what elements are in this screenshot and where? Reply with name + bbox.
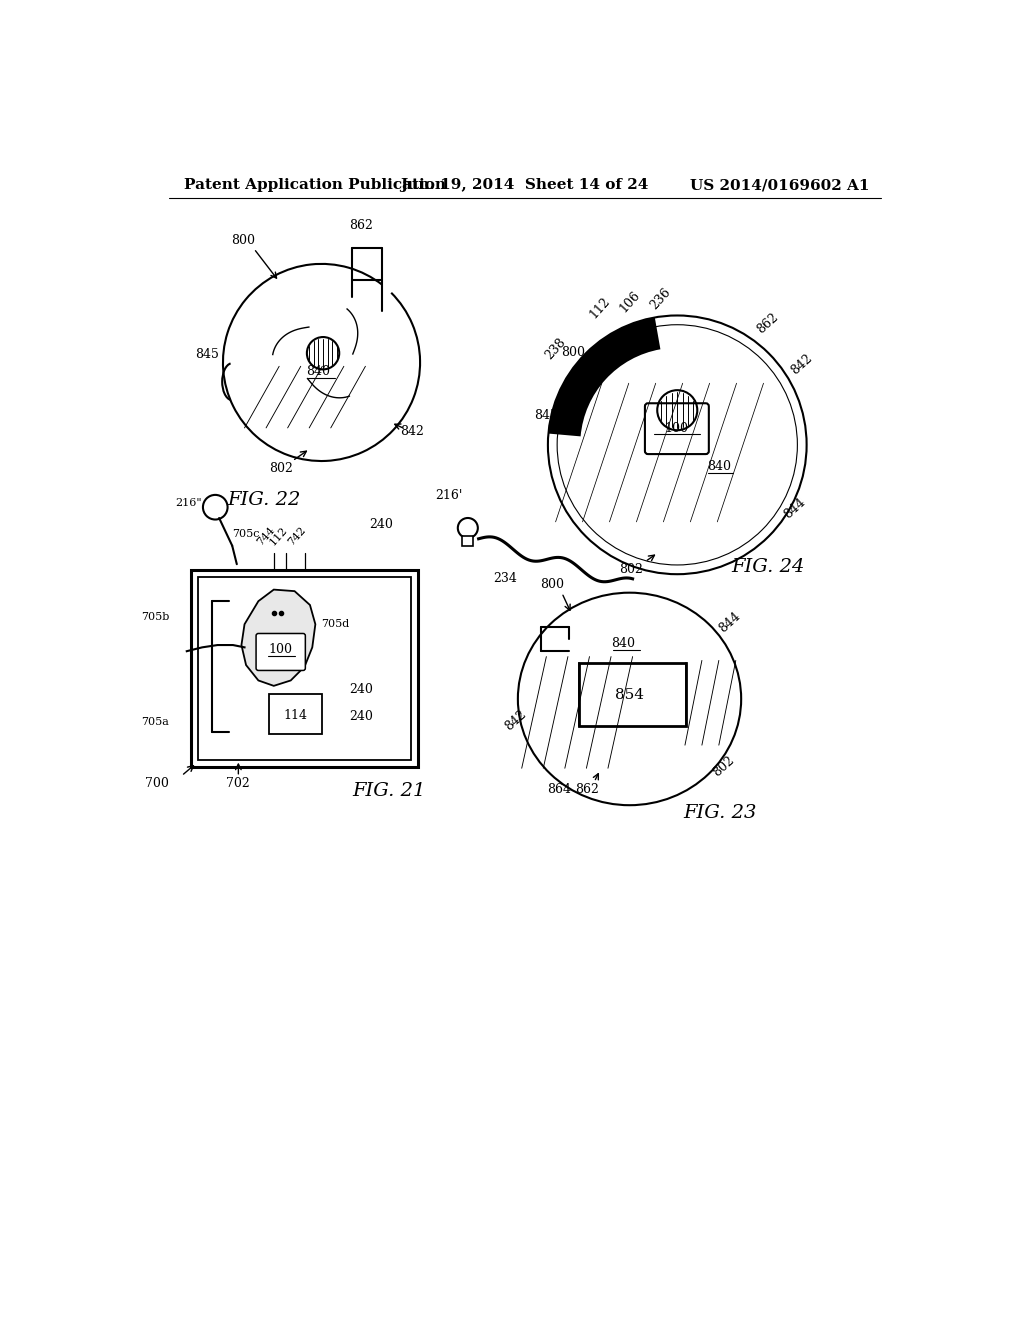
Text: 236: 236 xyxy=(647,285,673,312)
FancyBboxPatch shape xyxy=(645,404,709,454)
Text: FIG. 23: FIG. 23 xyxy=(684,804,757,822)
Wedge shape xyxy=(549,317,660,437)
Text: 238: 238 xyxy=(543,335,568,362)
Text: 112: 112 xyxy=(588,294,613,321)
Text: 845: 845 xyxy=(196,348,219,362)
Text: Jun. 19, 2014  Sheet 14 of 24: Jun. 19, 2014 Sheet 14 of 24 xyxy=(400,178,649,193)
Text: 106: 106 xyxy=(616,288,642,315)
Text: 802: 802 xyxy=(269,462,294,475)
Text: 240: 240 xyxy=(349,684,374,696)
Text: 240: 240 xyxy=(349,710,374,723)
Text: FIG. 24: FIG. 24 xyxy=(731,557,805,576)
Text: 844: 844 xyxy=(717,609,742,635)
Text: 705b: 705b xyxy=(140,611,169,622)
Text: 862: 862 xyxy=(575,783,599,796)
Text: 705a: 705a xyxy=(141,717,169,727)
Text: 700: 700 xyxy=(145,777,169,791)
Text: 840: 840 xyxy=(306,366,330,379)
Text: 800: 800 xyxy=(561,346,586,359)
Text: Patent Application Publication: Patent Application Publication xyxy=(184,178,446,193)
Text: 744: 744 xyxy=(255,524,276,546)
Text: FIG. 22: FIG. 22 xyxy=(227,491,300,508)
FancyBboxPatch shape xyxy=(256,634,305,671)
Text: 864: 864 xyxy=(547,783,570,796)
Bar xyxy=(190,570,418,767)
Text: 802: 802 xyxy=(711,754,736,780)
Text: US 2014/0169602 A1: US 2014/0169602 A1 xyxy=(690,178,869,193)
Text: 705d: 705d xyxy=(322,619,349,630)
Text: 234: 234 xyxy=(493,572,517,585)
Text: 114: 114 xyxy=(284,709,307,722)
Text: 842: 842 xyxy=(400,425,424,438)
Text: 802: 802 xyxy=(620,564,643,576)
Text: 742: 742 xyxy=(286,524,307,546)
Text: 844: 844 xyxy=(781,495,808,521)
Bar xyxy=(198,577,411,760)
Text: 840: 840 xyxy=(708,459,731,473)
Bar xyxy=(580,663,686,726)
Text: FIG. 21: FIG. 21 xyxy=(352,783,426,800)
Text: 845: 845 xyxy=(535,409,558,422)
Text: 112: 112 xyxy=(267,524,289,546)
Text: 842: 842 xyxy=(788,351,815,376)
Bar xyxy=(463,536,473,546)
Text: 216': 216' xyxy=(435,490,462,502)
Text: 800: 800 xyxy=(541,578,564,591)
Text: 800: 800 xyxy=(231,234,255,247)
Polygon shape xyxy=(242,590,315,686)
Text: 842: 842 xyxy=(503,708,528,734)
Text: 216": 216" xyxy=(175,499,202,508)
Text: 862: 862 xyxy=(349,219,374,232)
Text: 100: 100 xyxy=(665,422,689,436)
Text: 240: 240 xyxy=(370,517,393,531)
Text: 854: 854 xyxy=(615,688,644,702)
Text: 100: 100 xyxy=(268,643,293,656)
Text: 862: 862 xyxy=(755,310,781,337)
Text: 705c: 705c xyxy=(232,529,260,539)
Text: 840: 840 xyxy=(611,638,635,649)
Bar xyxy=(269,694,322,734)
Text: 702: 702 xyxy=(226,777,250,791)
